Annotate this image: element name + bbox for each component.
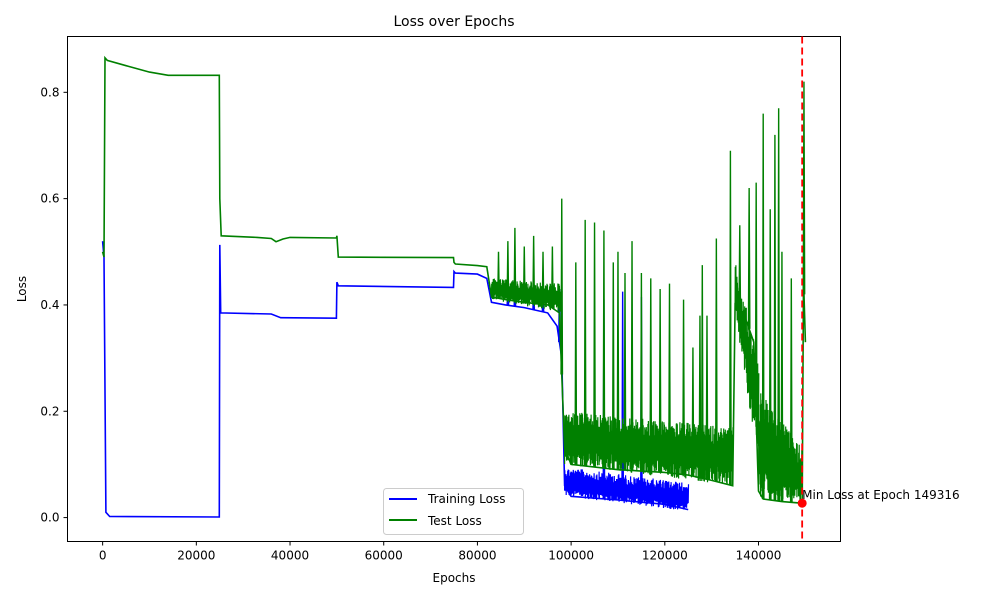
x-tick-label: 20000 [177, 549, 215, 563]
training-loss-line [103, 241, 689, 517]
chart-title: Loss over Epochs [394, 14, 515, 30]
y-tick-label: 0.6 [40, 192, 59, 206]
test-loss-spike [762, 114, 763, 499]
test-loss-spike [803, 82, 804, 295]
test-loss-spike [498, 252, 499, 299]
x-tick-label: 100000 [548, 549, 594, 563]
min-loss-marker [798, 499, 807, 508]
x-tick-label: 40000 [271, 549, 309, 563]
test-loss-spike [514, 228, 515, 301]
test-loss-spike [659, 289, 660, 472]
test-loss-spike [730, 151, 731, 485]
test-loss-spike [524, 246, 525, 302]
test-loss-spike [575, 262, 576, 465]
test-loss-spike [641, 273, 642, 471]
y-tick-label: 0.4 [40, 298, 59, 312]
test-loss-spike [669, 284, 670, 473]
test-loss-spike [631, 241, 632, 470]
test-loss-spike [699, 316, 700, 478]
test-loss-spike [624, 273, 625, 470]
x-tick-label: 140000 [736, 549, 782, 563]
test-loss-spike [778, 108, 779, 501]
test-loss-spike [692, 347, 693, 476]
test-loss-spike [683, 300, 684, 475]
x-axis-label: Epochs [433, 571, 476, 585]
test-loss-spike [617, 252, 618, 470]
test-loss-spike [594, 223, 595, 468]
test-loss-spike [542, 252, 543, 305]
test-loss-spike [603, 231, 604, 469]
x-axis: 0 20000 40000 60000 80000 100000 120000 140000 [99, 542, 782, 563]
legend-label-test: Test Loss [427, 514, 482, 528]
y-tick-label: 0.2 [40, 404, 59, 418]
test-loss-spike [507, 241, 508, 300]
test-loss-spike [613, 262, 614, 469]
test-loss-spike [650, 278, 651, 471]
test-loss-spike [791, 278, 792, 502]
test-loss-spike [706, 316, 707, 480]
test-loss-spike [716, 239, 717, 482]
test-loss-spike [584, 220, 585, 466]
test-loss-spike [774, 135, 775, 501]
test-loss-spike [781, 252, 782, 502]
test-loss-spike [739, 225, 740, 310]
x-tick-label: 0 [99, 549, 107, 563]
x-tick-label: 80000 [458, 549, 496, 563]
y-tick-label: 0.0 [40, 511, 59, 525]
min-loss-annotation: Min Loss at Epoch 149316 [802, 488, 959, 502]
test-loss-spike [533, 236, 534, 304]
legend: Training Loss Test Loss [384, 489, 524, 535]
test-loss-spike [770, 209, 771, 500]
y-axis: 0.0 0.2 0.4 0.6 0.8 [40, 85, 67, 524]
training-loss-oscillation [565, 469, 689, 509]
legend-label-training: Training Loss [427, 492, 505, 506]
x-tick-label: 60000 [365, 549, 403, 563]
y-tick-label: 0.8 [40, 85, 59, 99]
test-loss-spike [748, 188, 749, 329]
test-loss-spike [702, 265, 703, 478]
test-loss-oscillation [759, 393, 803, 501]
x-tick-label: 120000 [642, 549, 688, 563]
y-axis-label: Loss [15, 276, 29, 302]
test-loss-spike [552, 246, 553, 308]
